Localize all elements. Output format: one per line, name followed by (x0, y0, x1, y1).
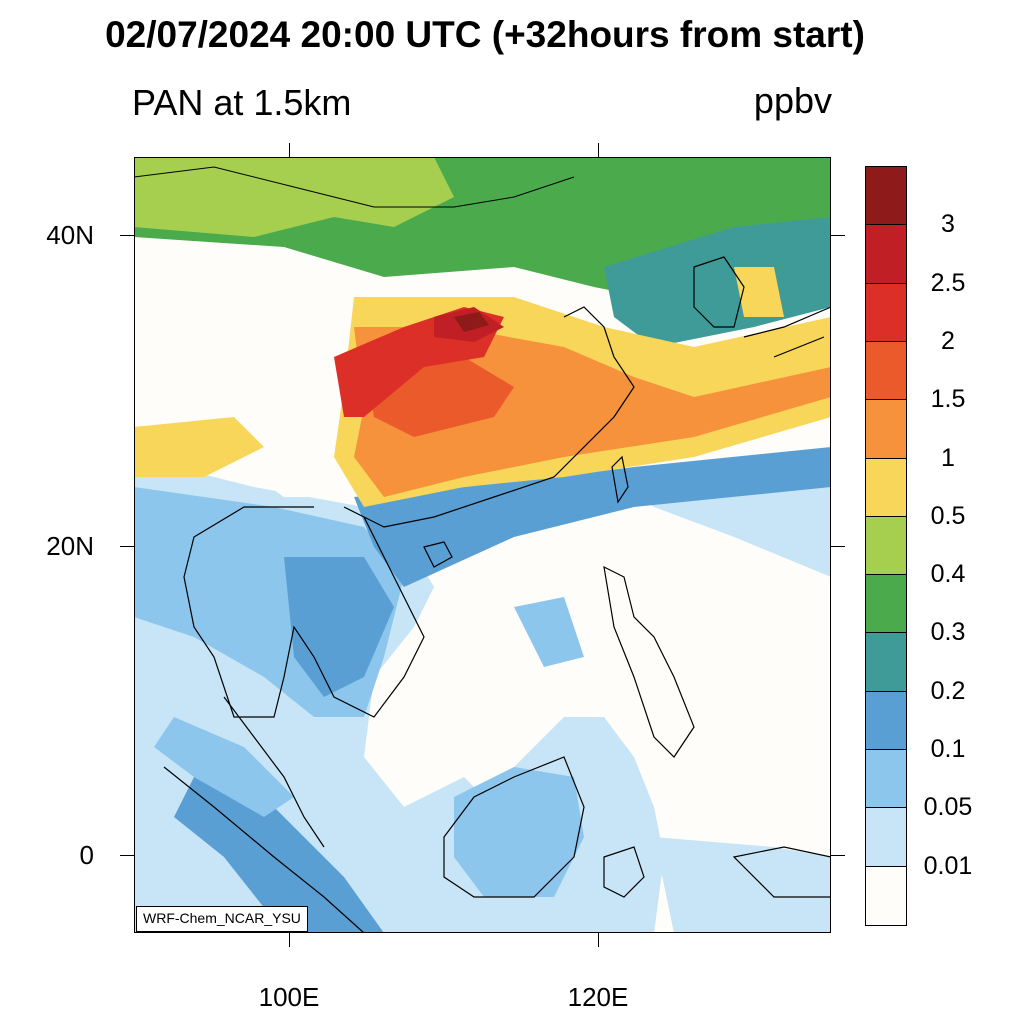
coastline-borneo (443, 756, 585, 898)
colorbar-label: 0.4 (930, 560, 966, 589)
colorbar-cell (866, 516, 906, 576)
colorbar-cell (866, 866, 906, 925)
coastline-sulawesi (603, 846, 645, 898)
region-maxred (454, 312, 489, 332)
lon-label-100e: 100E (258, 982, 320, 1012)
colorbar-label: 0.01 (923, 851, 973, 880)
colorbar (865, 166, 907, 926)
map-panel (134, 157, 831, 933)
colorbar-label: 2.5 (930, 268, 966, 297)
coastline-hainan (423, 541, 453, 568)
colorbar-cell (866, 167, 906, 226)
lat-tick (120, 855, 134, 857)
border-mongolia (134, 166, 575, 208)
lon-label-120e: 120E (567, 982, 629, 1012)
region-luzon-sea (514, 597, 584, 667)
coastline-taiwan (611, 455, 629, 504)
colorbar-label: 0.1 (930, 735, 966, 764)
lon-tick (598, 143, 600, 157)
colorbar-label: 1.5 (930, 385, 966, 414)
lon-tick (289, 933, 291, 947)
region-japan-yellow (734, 267, 784, 317)
concentration-field (134, 157, 831, 933)
region-south-china-blue (354, 447, 831, 587)
lat-tick (120, 235, 134, 237)
lat-label-20n: 20N (46, 531, 94, 561)
colorbar-cell (866, 341, 906, 401)
field-label: PAN at 1.5km (132, 82, 352, 123)
colorbar-label: 2 (941, 326, 955, 355)
lat-tick (831, 235, 845, 237)
lat-tick (831, 546, 845, 548)
colorbar-cell (866, 458, 906, 517)
lat-label-0: 0 (79, 840, 94, 870)
model-credit: WRF-Chem_NCAR_YSU (136, 906, 308, 932)
region-assam (134, 417, 264, 477)
coastline-new-guinea (732, 846, 831, 898)
coastline-japan (743, 306, 831, 358)
lat-tick (831, 855, 845, 857)
lon-tick (598, 933, 600, 947)
region-sumatra (174, 777, 384, 933)
coastline-sumatra (163, 766, 365, 933)
colorbar-label: 3 (941, 210, 955, 239)
lat-label-40n: 40N (46, 220, 94, 250)
colorbar-cell (866, 808, 906, 867)
coastline-malay-peninsula (223, 696, 325, 848)
plot-title: 02/07/2024 20:00 UTC (+32hours from star… (105, 14, 865, 55)
colorbar-label: 0.5 (930, 501, 966, 530)
colorbar-cell (866, 691, 906, 751)
colorbar-cell (866, 400, 906, 459)
region-malaysia (154, 717, 294, 817)
region-indochina-darkblue (284, 557, 394, 697)
units-label: ppbv (753, 80, 832, 121)
lat-tick (120, 546, 134, 548)
coastline-philippines (603, 565, 695, 758)
lon-tick (289, 143, 291, 157)
region-borneo (454, 767, 584, 897)
colorbar-cell (866, 225, 906, 284)
coastline-china (343, 306, 635, 528)
region-png-blue (654, 837, 831, 933)
region-mongolia-lightgreen (134, 157, 454, 237)
colorbar-cell (866, 633, 906, 692)
colorbar-label: 0.2 (930, 676, 966, 705)
colorbar-label: 0.3 (930, 618, 966, 647)
colorbar-cell (866, 283, 906, 342)
colorbar-cell (866, 575, 906, 634)
colorbar-cell (866, 750, 906, 809)
colorbar-label: 1 (941, 443, 955, 472)
coastline-indochina (183, 506, 425, 718)
colorbar-label: 0.05 (923, 793, 973, 822)
coastline-korea (693, 256, 745, 328)
